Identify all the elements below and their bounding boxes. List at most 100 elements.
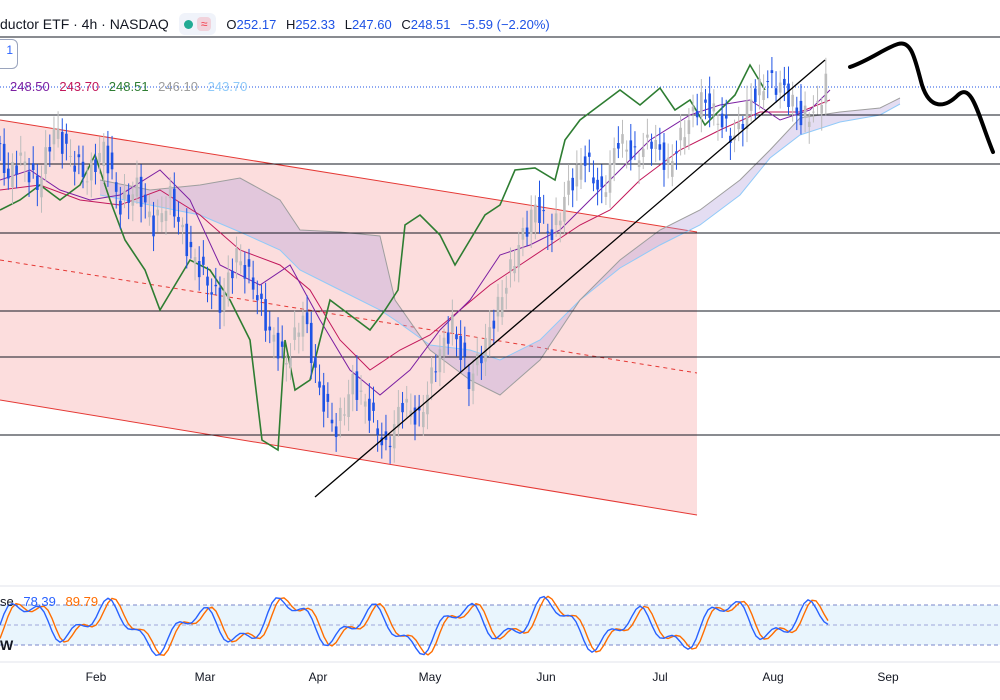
candle-body <box>85 181 89 183</box>
candle-body <box>222 290 226 311</box>
candle-body <box>687 120 691 135</box>
candle-body <box>0 143 2 145</box>
candle-body <box>617 143 620 149</box>
market-open-icon <box>183 19 193 29</box>
candle-body <box>550 229 554 240</box>
ohlc-change: −5.59 (−2.20%) <box>460 16 550 32</box>
candle-body <box>69 155 72 157</box>
candle-body <box>81 161 85 178</box>
candle-body <box>492 320 496 329</box>
candle-body <box>185 223 189 257</box>
candle-body <box>285 363 288 365</box>
candle-body <box>778 82 782 93</box>
candle-body <box>189 241 193 248</box>
candle-body <box>214 284 218 287</box>
candle-body <box>766 81 770 83</box>
candle-body <box>376 428 379 435</box>
candle-body <box>239 261 242 266</box>
candle-body <box>160 213 164 223</box>
candle-body <box>347 394 350 417</box>
candle-body <box>363 401 367 407</box>
candle-body <box>695 110 699 118</box>
candle-body <box>505 287 508 294</box>
candle-body <box>426 394 429 415</box>
candle-body <box>579 164 583 180</box>
candle-body <box>500 297 504 318</box>
candle-body <box>525 227 529 237</box>
candle-body <box>235 248 238 263</box>
candle-body <box>463 342 467 357</box>
chart-header: ductor ETF · 4h · NASDAQ ≈ O252.17 H252.… <box>0 11 550 37</box>
x-axis-label: Jun <box>536 670 556 684</box>
candle-body <box>272 334 276 342</box>
candle-body <box>629 140 633 160</box>
candle-body <box>824 73 828 104</box>
candle-body <box>496 296 500 317</box>
candle-body <box>803 105 807 119</box>
candle-body <box>40 178 43 198</box>
candle-body <box>268 326 272 331</box>
ohlc-label-high: H <box>285 16 296 32</box>
candle-body <box>517 245 521 268</box>
candle-body <box>700 92 703 118</box>
legend-toggle-label: 1 <box>6 43 13 57</box>
candle-body <box>783 78 786 86</box>
candle-body <box>608 163 612 193</box>
ichimoku-value: 246.10 <box>158 79 198 94</box>
candle-body <box>27 171 31 183</box>
ohlc-readout: O252.17 H252.33 L247.60 C248.51 −5.59 (−… <box>226 17 549 32</box>
candle-body <box>359 390 363 392</box>
candle-body <box>546 231 550 233</box>
candle-body <box>293 327 296 340</box>
candle-body <box>380 437 384 446</box>
candle-body <box>65 133 68 144</box>
symbol-title[interactable]: ductor ETF · 4h · NASDAQ <box>0 16 169 32</box>
stoch-legend: se 78.39 89.79 <box>0 594 104 609</box>
candle-body <box>351 373 355 395</box>
candle-body <box>19 152 23 156</box>
x-axis-label: Jul <box>652 670 668 684</box>
candle-body <box>754 88 757 103</box>
candle-body <box>77 154 81 158</box>
candle-body <box>571 177 574 191</box>
candle-body <box>646 134 649 138</box>
candle-body <box>210 292 213 295</box>
ichimoku-value: 243.70 <box>59 79 100 94</box>
candle-body <box>322 385 325 412</box>
candle-body <box>243 265 247 279</box>
candle-body <box>148 211 151 218</box>
candle-body <box>23 161 27 166</box>
candle-body <box>318 381 321 388</box>
status-badge[interactable]: ≈ <box>178 13 217 35</box>
candle-body <box>11 162 14 188</box>
candle-body <box>131 194 135 206</box>
candle-body <box>758 78 761 96</box>
stoch-label: se <box>0 594 14 609</box>
candle-body <box>422 411 425 428</box>
candle-body <box>467 372 471 390</box>
candle-body <box>799 100 803 126</box>
legend-toggle-button[interactable]: 1 <box>0 39 18 69</box>
span-b-line <box>99 97 901 396</box>
candle-body <box>177 216 180 222</box>
candle-body <box>114 182 118 192</box>
candle-body <box>745 100 749 129</box>
candle-body <box>604 192 608 197</box>
candle-body <box>197 260 201 278</box>
candle-body <box>563 196 566 222</box>
candle-body <box>7 168 10 179</box>
candle-body <box>326 393 330 402</box>
candle-body <box>143 194 147 203</box>
candle-body <box>558 220 562 226</box>
candle-body <box>339 407 342 421</box>
candle-body <box>409 410 413 417</box>
base-line <box>0 99 831 371</box>
x-axis-label: Apr <box>308 670 328 684</box>
ichimoku-value: 248.50 <box>10 79 50 94</box>
candle-body <box>704 99 707 103</box>
candle-body <box>314 356 317 368</box>
candle-body <box>106 145 110 174</box>
candle-body <box>612 148 616 165</box>
candle-body <box>633 146 637 148</box>
